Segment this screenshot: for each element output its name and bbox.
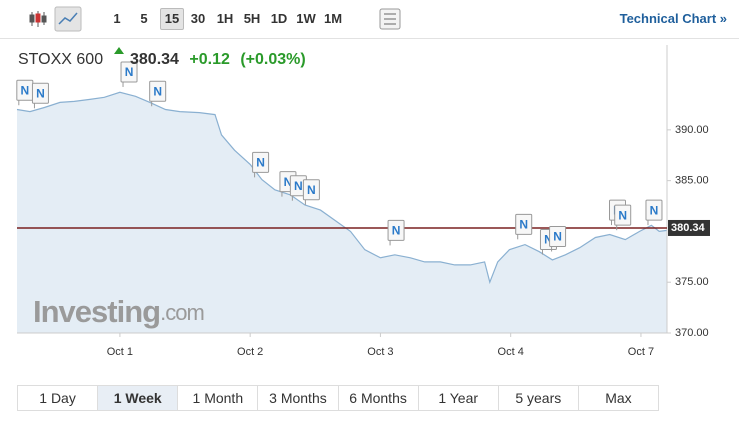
interval-button[interactable]: 1W [296,11,316,26]
interval-button[interactable]: 1 [113,11,121,26]
news-flag [645,199,663,221]
news-marker[interactable]: N [289,175,307,201]
news-marker[interactable]: N [614,204,632,231]
news-flag [31,82,49,104]
news-label: N [20,83,29,97]
news-label: N [553,230,562,244]
range-tab[interactable]: 1 Day [18,386,99,410]
y-tick-label: 370.00 [675,327,709,339]
news-marker[interactable]: N [16,79,34,106]
range-tab[interactable]: 1 Month [178,386,259,410]
watermark: Investing.com [33,294,204,329]
news-marker[interactable]: N [149,80,167,107]
toolbar: Technical Chart » 1 5 15 30 1H 5H 1D 1W 1M [0,0,739,39]
change-percent: (+0.03%) [240,51,306,68]
watermark-suffix: .com [160,300,204,325]
area-fill [17,92,667,333]
news-flag [149,80,167,102]
quote-header: STOXX 600 380.34 +0.12 (+0.03%) [18,47,306,69]
news-label: N [256,156,265,170]
candle-icon[interactable] [29,11,47,27]
news-flag [302,179,320,201]
news-marker[interactable]: N [645,199,663,226]
news-label: N [618,208,627,222]
x-tick-label: Oct 7 [628,346,654,358]
news-marker[interactable]: N [549,226,567,252]
instrument-name: STOXX 600 [18,51,104,68]
news-label: N [36,86,45,100]
news-marker[interactable]: N [252,151,270,178]
range-tab[interactable]: 6 Months [339,386,419,410]
up-arrow [113,47,124,54]
range-tab[interactable]: 3 Months [258,386,339,410]
news-label: N [544,233,553,247]
news-label: N [125,65,134,79]
last-value-box [668,219,710,236]
interval-button[interactable]: 15 [160,8,184,30]
news-flag [549,226,567,248]
technical-chart-link[interactable]: Technical Chart » [619,11,727,26]
news-flag [515,213,533,235]
range-tab[interactable]: 1 Week [98,386,179,410]
range-tabs: 1 Day 1 Week 1 Month 3 Months 6 Months 1 Year… [17,385,659,411]
range-tab[interactable]: Max [605,390,632,406]
change: +0.12 [189,51,230,68]
price-line [16,91,668,285]
news-flag [252,151,270,173]
interval-button[interactable]: 30 [190,11,206,26]
news-flag [120,61,138,83]
y-tick-label: 375.00 [675,276,709,288]
news-marker[interactable]: N [302,179,320,205]
x-tick-label: Oct 4 [498,346,524,358]
news-flag [614,204,632,226]
y-tick-label: 390.00 [675,124,709,136]
news-label: N [392,224,401,238]
interval-button[interactable]: 5H [243,11,261,26]
last-value-label: 380.34 [671,222,706,234]
interval-button[interactable]: 5 [140,11,148,26]
news-label: N [294,179,303,193]
news-label: N [284,175,293,189]
x-tick-label: Oct 2 [237,346,263,358]
interval-button[interactable]: 1D [270,11,288,26]
watermark-brand: Investing [33,294,160,329]
news-marker[interactable]: N [120,61,138,87]
interval-button[interactable]: 1H [216,11,234,26]
news-marker[interactable]: N [31,82,49,109]
news-label: N [153,84,162,98]
news-label: N [650,203,659,217]
chart-type-icons [29,6,82,32]
news-label: N [519,217,528,231]
y-tick-label: 385.00 [675,175,709,187]
news-marker[interactable]: N [515,213,533,240]
x-tick-label: Oct 1 [107,346,133,358]
news-flag [387,219,405,241]
x-tick-label: Oct 3 [367,346,393,358]
news-label: N [307,183,316,197]
price: 380.34 [130,51,179,68]
area-icon[interactable] [54,6,82,32]
range-tab[interactable]: 1 Year [419,386,499,410]
settings-icon[interactable] [376,0,406,38]
range-tab[interactable]: 5 years [499,386,579,410]
news-marker[interactable]: N [387,219,405,246]
interval-button[interactable]: 1M [323,11,343,26]
